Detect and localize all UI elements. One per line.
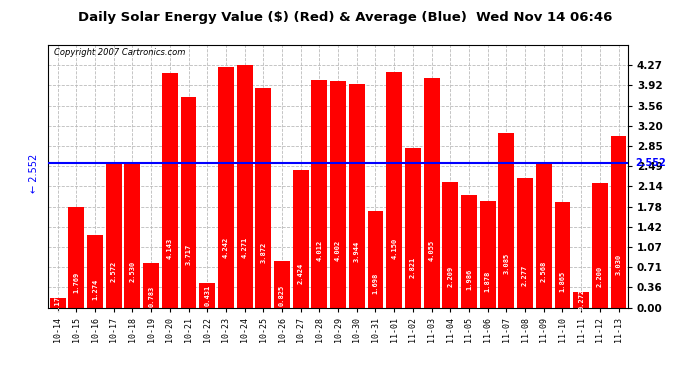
Bar [199,283,215,308]
Text: 0.783: 0.783 [148,286,154,307]
Bar [592,183,608,308]
Text: 4.143: 4.143 [167,238,172,260]
Bar [237,65,253,308]
Bar [68,207,84,308]
Text: 0.176: 0.176 [55,292,61,313]
Bar [611,136,627,308]
Text: 1.865: 1.865 [560,270,566,292]
Bar [536,162,552,308]
Text: 1.274: 1.274 [92,279,98,300]
Bar [405,147,421,308]
Bar [144,263,159,308]
Text: Copyright 2007 Cartronics.com: Copyright 2007 Cartronics.com [54,48,186,57]
Text: 2.552: 2.552 [635,158,666,168]
Bar [218,67,234,308]
Text: 4.002: 4.002 [335,240,341,261]
Text: 3.030: 3.030 [615,254,622,275]
Text: 2.530: 2.530 [130,261,135,282]
Text: 2.209: 2.209 [447,266,453,287]
Text: 0.431: 0.431 [204,285,210,306]
Bar [162,73,178,308]
Bar [573,292,589,308]
Text: 3.085: 3.085 [504,253,509,274]
Text: 1.878: 1.878 [484,270,491,291]
Text: 1.769: 1.769 [73,272,79,293]
Text: 0.825: 0.825 [279,285,285,306]
Bar [424,78,440,308]
Text: 4.055: 4.055 [428,239,435,261]
Bar [555,202,571,308]
Text: 2.572: 2.572 [110,260,117,282]
Text: 2.568: 2.568 [541,261,546,282]
Bar [330,81,346,308]
Bar [349,84,365,308]
Text: 1.698: 1.698 [373,273,379,294]
Text: 3.717: 3.717 [186,244,192,266]
Bar [311,80,327,308]
Text: 4.242: 4.242 [223,237,229,258]
Text: Daily Solar Energy Value ($) (Red) & Average (Blue)  Wed Nov 14 06:46: Daily Solar Energy Value ($) (Red) & Ave… [78,11,612,24]
Text: 4.012: 4.012 [317,240,322,261]
Bar [106,162,121,308]
Text: 3.872: 3.872 [260,242,266,263]
Bar [368,211,384,308]
Text: 2.424: 2.424 [297,262,304,284]
Text: 2.277: 2.277 [522,265,528,286]
Bar [480,201,495,308]
Text: 2.821: 2.821 [410,257,416,278]
Bar [124,164,140,308]
Text: 3.944: 3.944 [354,241,359,262]
Bar [442,182,458,308]
Bar [461,195,477,308]
Bar [181,97,197,308]
Text: 1.986: 1.986 [466,269,472,290]
Bar [386,72,402,308]
Bar [255,88,271,308]
Bar [274,261,290,308]
Text: 4.150: 4.150 [391,238,397,259]
Bar [498,133,514,308]
Bar [87,235,103,308]
Text: 0.272: 0.272 [578,289,584,310]
Bar [293,170,308,308]
Bar [50,297,66,307]
Bar [517,178,533,308]
Text: 4.271: 4.271 [241,236,248,258]
Text: 2.200: 2.200 [597,266,603,287]
